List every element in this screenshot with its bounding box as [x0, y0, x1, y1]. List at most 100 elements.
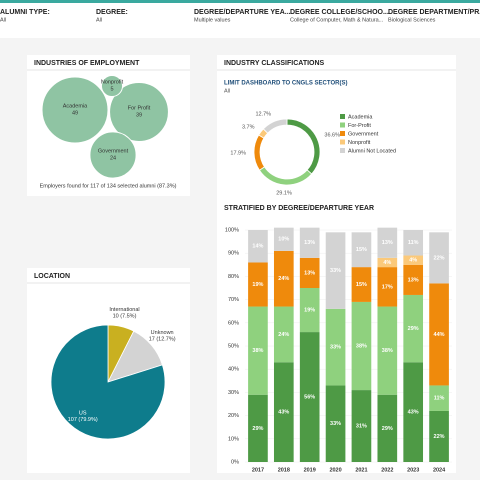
donut-segment [262, 118, 288, 134]
panel-title: INDUSTRY CLASSIFICATIONS [224, 60, 325, 67]
bar-segment [299, 257, 320, 288]
bar-segment [299, 227, 320, 258]
legend-swatch [340, 139, 345, 145]
bar-label: 14% [252, 244, 263, 250]
x-tick-label: 2021 [355, 467, 367, 473]
bar-segment [299, 288, 320, 333]
filter-title: ALUMNI TYPE: [0, 9, 50, 16]
bar-label: 24% [278, 332, 289, 338]
legend-swatch [340, 114, 345, 119]
bar-label: 4% [409, 258, 417, 264]
bubble-value: 5 [110, 86, 113, 92]
bar-segment [248, 262, 268, 307]
bar-segment [351, 232, 372, 268]
bar-label: 33% [330, 421, 341, 427]
bar-segment [377, 267, 398, 307]
legend-label: Nonprofit [348, 140, 371, 146]
bar-label: 43% [408, 410, 419, 416]
bar-label: 56% [304, 394, 315, 400]
bar-segment [325, 308, 346, 386]
bar-segment [299, 332, 320, 462]
filter-value: Multiple values [194, 17, 231, 23]
bubble-label: Academia [63, 103, 88, 109]
panel-title: LOCATION [34, 273, 70, 280]
bar-label: 38% [382, 348, 393, 354]
legend-label: Alumni Not Located [348, 148, 396, 154]
bar-segment [403, 230, 424, 256]
bar-segment [325, 385, 346, 462]
bar-label: 38% [252, 348, 263, 354]
filter-value: All [96, 17, 102, 23]
bar-segment [377, 394, 398, 462]
bar-label: 15% [356, 247, 367, 253]
bar-segment [403, 294, 424, 363]
bar-segment [325, 232, 346, 309]
donut-label: 36.6% [324, 133, 340, 139]
pie-slice [50, 324, 166, 440]
bubble-label: Nonprofit [101, 79, 124, 85]
bar-label: 24% [278, 276, 289, 282]
bar-segment [273, 362, 294, 462]
bubble-label: Government [98, 148, 129, 154]
y-tick-label: 40% [228, 367, 239, 373]
bar-label: 11% [408, 240, 419, 246]
bar-label: 13% [382, 240, 393, 246]
bar-segment [351, 390, 372, 462]
y-tick-label: 70% [228, 297, 239, 303]
bar-label: 22% [434, 434, 445, 440]
filter-label: LIMIT DASHBOARD TO CNGLS SECTOR(S) [224, 81, 347, 87]
x-tick-label: 2017 [252, 467, 264, 473]
footnote: Employers found for 117 of 134 selected … [40, 183, 177, 189]
bar-label: 44% [434, 332, 445, 338]
bar-segment [429, 385, 449, 411]
bubble-value: 39 [136, 112, 142, 118]
bar-segment [273, 250, 294, 307]
filter-title: DEGREE: [96, 9, 128, 16]
x-tick-label: 2020 [329, 467, 341, 473]
bubble-value: 49 [72, 110, 78, 116]
bar-segment [351, 267, 372, 302]
pie-label: Unknown [151, 330, 174, 336]
bar-label: 15% [356, 282, 367, 288]
bar-segment [273, 306, 294, 363]
y-tick-label: 80% [228, 274, 239, 280]
bar-label: 4% [383, 260, 391, 266]
bar-label: 31% [356, 423, 367, 429]
bar-label: 29% [382, 426, 393, 432]
bar-label: 10% [278, 237, 289, 243]
panel-title: INDUSTRIES OF EMPLOYMENT [34, 60, 140, 67]
legend-label: Academia [348, 114, 373, 120]
bar-label: 22% [434, 255, 445, 261]
chart-title: STRATIFIED BY DEGREE/DEPARTURE YEAR [224, 205, 374, 212]
bar-segment [248, 230, 268, 263]
filter-bar [0, 0, 480, 38]
bar-label: 19% [252, 282, 263, 288]
pie-value: 10 (7.5%) [113, 313, 137, 319]
filter-value: College of Computer, Math & Natura... [290, 17, 384, 23]
x-tick-label: 2019 [304, 467, 316, 473]
bar-segment [403, 255, 424, 265]
y-tick-label: 0% [231, 459, 239, 465]
bar-label: 38% [356, 343, 367, 349]
filter-value: All [224, 88, 230, 94]
bar-segment [429, 283, 449, 386]
bubble [89, 131, 137, 179]
bubble [109, 82, 169, 142]
donut-label: 3.7% [242, 124, 255, 130]
bubble [41, 76, 109, 144]
pie-value: 107 (79.9%) [68, 417, 98, 423]
bar-label: 33% [330, 268, 341, 274]
pie-value: 17 (12.7%) [149, 337, 176, 343]
bar-label: 29% [408, 326, 419, 332]
y-tick-label: 60% [228, 320, 239, 326]
x-tick-label: 2023 [407, 467, 419, 473]
bar-label: 33% [330, 345, 341, 351]
legend-label: Government [348, 131, 379, 137]
bar-segment [377, 306, 398, 395]
bar-segment [377, 227, 398, 258]
donut-label: 17.9% [230, 150, 246, 156]
x-tick-label: 2024 [433, 467, 446, 473]
bar-label: 19% [304, 307, 315, 313]
bar-label: 13% [304, 270, 315, 276]
